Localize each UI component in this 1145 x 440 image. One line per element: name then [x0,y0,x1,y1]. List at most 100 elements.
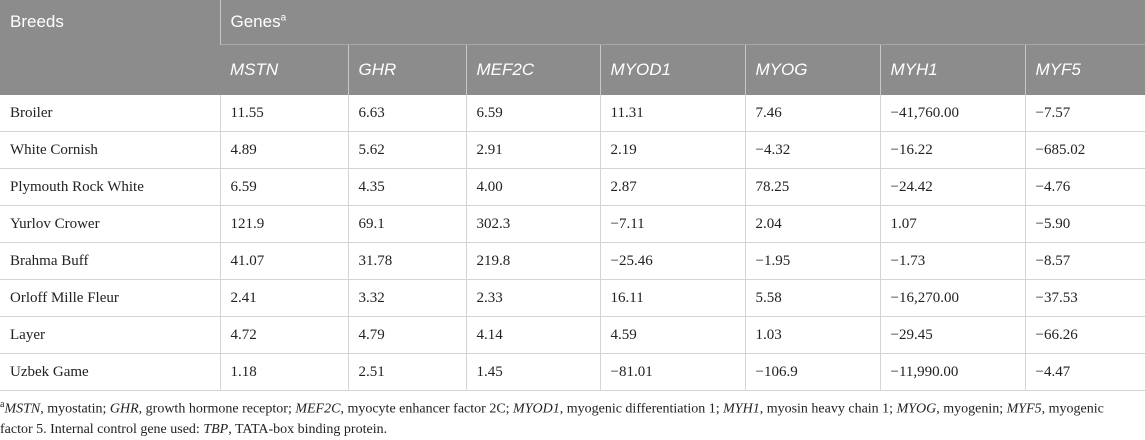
value-cell: 2.91 [465,131,600,169]
footnote-text: , myogenin; [936,401,1007,417]
breed-cell: Layer [0,316,220,354]
value-cell: −7.11 [599,205,745,243]
value-cell: 7.46 [744,95,880,132]
breed-cell: White Cornish [0,131,220,169]
value-cell: 2.51 [347,353,466,391]
value-cell: 2.33 [465,279,600,317]
gene-header: MSTN [220,44,348,95]
value-cell: 4.59 [599,316,745,354]
value-cell: 4.89 [219,131,348,169]
table-row: Uzbek Game 1.18 2.51 1.45 −81.01 −106.9 −11,99… [0,353,1145,391]
breed-cell: Uzbek Game [0,353,220,391]
value-cell: −66.26 [1024,316,1145,354]
value-cell: 11.31 [599,95,745,132]
table-row: Plymouth Rock White 6.59 4.35 4.00 2.87 78.25… [0,168,1145,206]
value-cell: 69.1 [347,205,466,243]
value-cell: −4.76 [1024,168,1145,206]
value-cell: 11.55 [219,95,348,132]
value-cell: 2.19 [599,131,745,169]
gene-header: MYOD1 [599,44,745,95]
value-cell: 2.87 [599,168,745,206]
gene-header: GHR [347,44,466,95]
footnote-text: , growth hormone receptor; [138,401,296,417]
value-cell: 78.25 [744,168,880,206]
gene-header: MEF2C [465,44,600,95]
note-marker: a [280,12,287,24]
value-cell: 2.41 [219,279,348,317]
value-cell: −41,760.00 [879,95,1025,132]
value-cell: 302.3 [465,205,600,243]
value-cell: 1.03 [744,316,880,354]
table-row: Broiler 11.55 6.63 6.59 11.31 7.46 −41,760.00−… [0,95,1145,132]
footnote-text: , myogenic factor 5. Internal control ge… [0,401,1104,437]
value-cell: 6.59 [219,168,348,206]
table-row: White Cornish 4.89 5.62 2.91 2.19 −4.32 −16.22… [0,131,1145,169]
breed-cell: Orloff Mille Fleur [0,279,220,317]
value-cell: −16.22 [879,131,1025,169]
breed-cell: Yurlov Crower [0,205,220,243]
value-cell: −685.02 [1024,131,1145,169]
genes-label: Genes [230,12,281,31]
gene-header: MYOG [744,44,880,95]
value-cell: −4.47 [1024,353,1145,391]
value-cell: −4.32 [744,131,880,169]
footnote-text: , TATA-box binding protein. [228,421,388,437]
footnote-text: , myostatin; [40,401,110,417]
value-cell: 6.59 [465,95,600,132]
note-marker: a [0,399,5,410]
gene-abbrev: MYOG [896,401,937,417]
value-cell: 16.11 [599,279,745,317]
footnote-text: , myogenic differentiation 1; [559,401,724,417]
footnote-text: , myocyte enhancer factor 2C; [340,401,514,417]
value-cell: 41.07 [219,242,348,280]
table-row: Brahma Buff 41.07 31.78 219.8 −25.46 −1.95 −1.… [0,242,1145,280]
gene-abbrev: TBP [203,421,229,437]
value-cell: −37.53 [1024,279,1145,317]
value-cell: 1.45 [465,353,600,391]
gene-abbrev: MYF5 [1006,401,1042,417]
value-cell: −106.9 [744,353,880,391]
gene-header: MYF5 [1024,44,1145,95]
value-cell: −5.90 [1024,205,1145,243]
value-cell: −16,270.00 [879,279,1025,317]
value-cell: −24.42 [879,168,1025,206]
gene-header: MYH1 [879,44,1025,95]
gene-abbrev: GHR [109,401,139,417]
value-cell: −11,990.00 [879,353,1025,391]
genes-header: Genesa [219,0,1145,45]
breeds-header: Breeds [0,0,220,95]
value-cell: −1.95 [744,242,880,280]
footnote-text: , myosin heavy chain 1; [759,401,897,417]
value-cell: 31.78 [347,242,466,280]
table-row: Orloff Mille Fleur 2.41 3.32 2.33 16.11 5.58−… [0,279,1145,317]
value-cell: 6.63 [347,95,466,132]
value-cell: −81.01 [599,353,745,391]
gene-abbrev: MSTN [4,401,41,417]
value-cell: 4.79 [347,316,466,354]
value-cell: −29.45 [879,316,1025,354]
value-cell: 121.9 [219,205,348,243]
value-cell: −25.46 [599,242,745,280]
footnote: aMSTN, myostatin; GHR, growth hormone re… [0,391,1145,440]
value-cell: 4.35 [347,168,466,206]
value-cell: 5.58 [744,279,880,317]
value-cell: −1.73 [879,242,1025,280]
breed-cell: Broiler [0,95,220,132]
gene-abbrev: MYOD1 [513,401,560,417]
value-cell: −7.57 [1024,95,1145,132]
value-cell: 1.07 [879,205,1025,243]
value-cell: −8.57 [1024,242,1145,280]
breed-cell: Plymouth Rock White [0,168,220,206]
data-table: Breeds Genesa MSTN GHR MEF2C MYOD1 MYOG MYH1 M… [0,0,1145,391]
gene-abbrev: MYH1 [723,401,760,417]
value-cell: 4.72 [219,316,348,354]
value-cell: 5.62 [347,131,466,169]
value-cell: 1.18 [219,353,348,391]
gene-abbrev: MEF2C [295,401,341,417]
table-row: Layer 4.72 4.79 4.14 4.59 1.03 −29.45 −66.26 [0,316,1145,354]
value-cell: 4.00 [465,168,600,206]
value-cell: 219.8 [465,242,600,280]
value-cell: 4.14 [465,316,600,354]
value-cell: 3.32 [347,279,466,317]
